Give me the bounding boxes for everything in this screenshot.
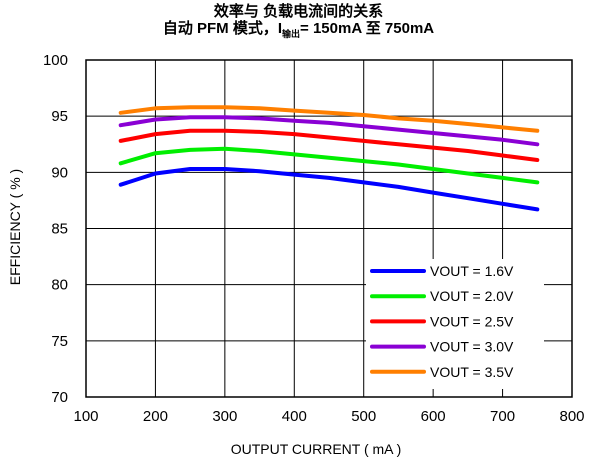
x-tick-label: 800 (559, 408, 584, 425)
x-axis-label: OUTPUT CURRENT ( mA ) (231, 441, 402, 457)
legend-label-2: VOUT = 2.0V (430, 288, 514, 304)
y-tick-label: 95 (51, 108, 68, 125)
y-axis-label: EFFICIENCY ( % ) (7, 169, 23, 285)
y-tick-label: 100 (43, 52, 68, 69)
x-tick-label: 700 (490, 408, 515, 425)
x-tick-label: 300 (212, 408, 237, 425)
tick-labels: 100 200 300 400 500 600 700 800 70 75 80 85 90 95 100 (43, 52, 585, 425)
x-tick-label: 500 (351, 408, 376, 425)
y-tick-label: 70 (51, 389, 68, 406)
legend-box (366, 259, 544, 389)
x-tick-label: 100 (73, 408, 98, 425)
series-line-5 (118, 105, 540, 133)
series-line-2 (118, 146, 540, 185)
title-line2-suffix: = 150mA 至 750mA (300, 20, 435, 37)
x-tick-label: 400 (282, 408, 307, 425)
legend-label-1: VOUT = 1.6V (430, 263, 514, 279)
title-line2-prefix: 自动 PFM 模式，I (162, 20, 283, 37)
series-lines (118, 105, 540, 212)
y-tick-label: 85 (51, 221, 68, 238)
chart-title-line1: 效率与 负载电流间的关系 (213, 3, 384, 20)
legend: VOUT = 1.6V VOUT = 2.0V VOUT = 2.5V VOUT = … (366, 259, 544, 389)
plot-frame (85, 59, 573, 398)
y-tick-label: 80 (51, 277, 68, 294)
series-line-4 (118, 115, 540, 147)
title-line2-subscript: 输出 (282, 29, 301, 39)
x-tick-label: 600 (421, 408, 446, 425)
x-tick-label: 200 (143, 408, 168, 425)
legend-label-3: VOUT = 2.5V (430, 313, 514, 329)
legend-label-5: VOUT = 3.5V (430, 364, 514, 380)
series-line-3 (118, 128, 540, 162)
series-line-1 (118, 167, 540, 212)
y-tick-label: 75 (51, 333, 68, 350)
legend-label-4: VOUT = 3.0V (430, 339, 514, 355)
chart-title-line2: 自动 PFM 模式，I输出= 150mA 至 750mA (0, 20, 597, 43)
y-tick-label: 90 (51, 164, 68, 181)
plot-border (85, 59, 573, 398)
